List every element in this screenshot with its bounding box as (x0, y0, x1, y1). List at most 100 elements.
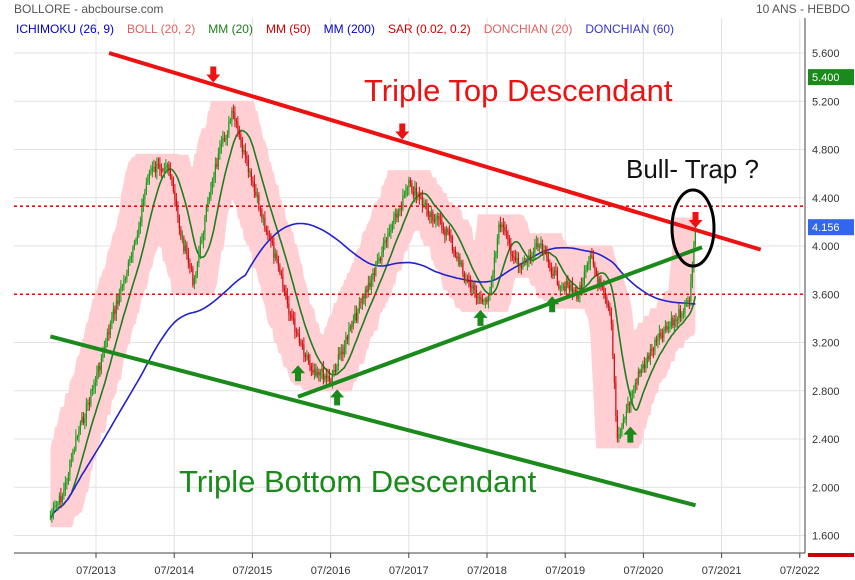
candle-body (640, 369, 642, 374)
trough-arrow (545, 296, 560, 313)
candle-body (597, 274, 599, 284)
candle-body (672, 318, 674, 326)
candle-body (358, 302, 360, 312)
candle-body (67, 474, 69, 483)
candle-body (265, 229, 267, 232)
candle-body (124, 279, 126, 281)
candle-body (552, 274, 554, 276)
candle-body (64, 482, 66, 491)
candle-body (63, 490, 65, 497)
candle-body (355, 313, 357, 321)
candle-body (487, 295, 489, 302)
candle-body (342, 351, 344, 355)
candle-body (450, 235, 452, 238)
candle-body (690, 281, 692, 302)
candle-body (543, 249, 545, 254)
candle-body (675, 319, 677, 321)
candle-body (501, 224, 503, 228)
candle-body (270, 235, 272, 242)
peak-arrow (395, 123, 410, 140)
candle-body (129, 258, 131, 263)
y-tick-label: 2.400 (812, 434, 840, 446)
candle-body (462, 262, 464, 274)
candle-body (114, 309, 116, 314)
candle-body (151, 168, 153, 172)
candle-body (394, 213, 396, 217)
candle-body (267, 231, 269, 236)
candle-body (580, 285, 582, 288)
candle-body (538, 245, 540, 248)
candle-body (303, 344, 305, 355)
candle-body (261, 209, 263, 218)
candle-body (559, 287, 561, 289)
y-axis: 1.600 2.000 2.400 2.800 3.200 3.600 4.000 4.400… (804, 18, 840, 553)
candle-body (402, 195, 404, 209)
candle-body (444, 229, 446, 236)
candle-body (378, 258, 380, 262)
candle-body (387, 234, 389, 241)
candle-body (190, 267, 192, 269)
candle-body (523, 261, 525, 264)
candle-body (111, 318, 113, 324)
candle-body (345, 336, 347, 347)
candle-body (481, 299, 483, 302)
candle-body (468, 280, 470, 282)
candle-body (409, 180, 411, 184)
candle-body (408, 180, 410, 188)
candle-body (273, 242, 275, 258)
candle-body (82, 416, 84, 423)
candle-body (490, 280, 492, 293)
candle-body (694, 227, 696, 245)
candle-body (99, 365, 101, 371)
candle-body (651, 348, 653, 351)
candle-body (454, 250, 456, 256)
candle-body (376, 261, 378, 264)
candle-body (511, 254, 513, 257)
candle-body (397, 210, 399, 218)
candle-body (211, 180, 213, 190)
candle-body (351, 326, 353, 328)
candle-body (382, 243, 384, 253)
candle-body (235, 120, 237, 122)
candle-body (94, 382, 96, 386)
candle-body (369, 283, 371, 287)
candle-body (561, 287, 563, 289)
x-tick-label: 07/2019 (545, 565, 585, 577)
y-tick-label: 3.200 (812, 338, 840, 350)
candle-body (373, 273, 375, 275)
candle-body (453, 250, 455, 252)
candle-body (466, 279, 468, 281)
candle-body (276, 253, 278, 260)
candle-body (436, 215, 438, 219)
candle-body (448, 232, 450, 236)
candle-body (141, 206, 143, 223)
candle-body (403, 195, 405, 197)
candle-body (486, 299, 488, 302)
candle-body (547, 258, 549, 263)
price-tag-label: 4.156 (812, 222, 840, 234)
candle-body (607, 304, 609, 307)
candle-body (316, 372, 318, 376)
candle-body (550, 267, 552, 275)
candle-body (519, 265, 521, 267)
candle-body (241, 140, 243, 153)
candle-body (510, 243, 512, 255)
candle-body (676, 319, 678, 321)
candle-body (127, 262, 129, 274)
candle-body (145, 182, 147, 192)
candle-body (301, 343, 303, 345)
candle-body (252, 180, 254, 183)
candle-body (604, 292, 606, 298)
candle-body (292, 318, 294, 320)
candle-body (693, 244, 695, 267)
candle-body (463, 273, 465, 281)
candle-body (388, 232, 390, 235)
candle-body (159, 164, 161, 170)
support-trendline (297, 245, 703, 399)
candle-body (231, 110, 233, 121)
candle-body (681, 313, 683, 318)
candle-body (90, 390, 92, 405)
candle-body (508, 239, 510, 244)
y-tick-label: 4.400 (812, 193, 840, 205)
candle-body (381, 252, 383, 261)
